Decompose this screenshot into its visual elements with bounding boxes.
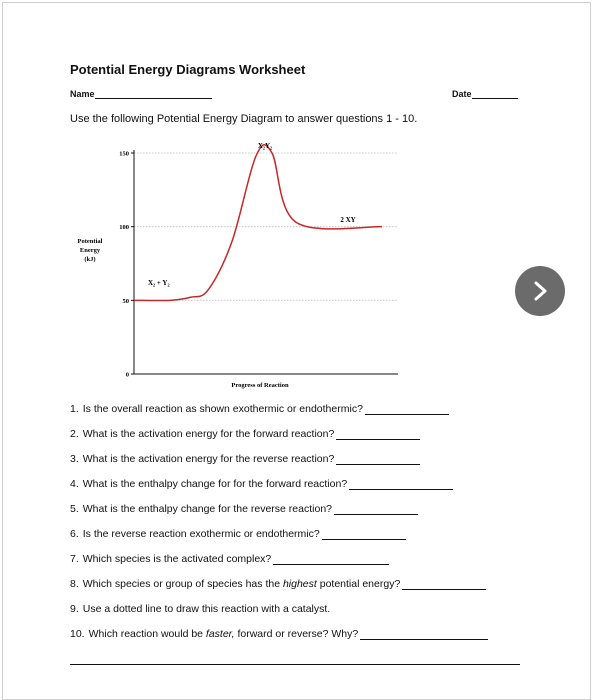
question-8: 8. Which species or group of species has …: [70, 578, 487, 590]
y-axis-label-line1: Potential: [78, 238, 103, 245]
question-5: 5. What is the enthalpy change for the re…: [70, 503, 418, 515]
question-text: Which species is the activated complex?: [82, 553, 272, 565]
next-page-button[interactable]: [515, 266, 565, 316]
answer-blank[interactable]: [349, 479, 454, 490]
question-text: Is the reverse reaction exothermic or en…: [82, 528, 320, 540]
y-tick-label: 0: [126, 372, 129, 379]
y-tick-label: 50: [123, 298, 130, 305]
answer-blank[interactable]: [336, 454, 421, 465]
question-number: 3.: [70, 453, 79, 465]
question-text: What is the enthalpy change for the reve…: [82, 503, 332, 515]
question-number: 6.: [70, 528, 79, 540]
question-3: 3. What is the activation energy for the …: [70, 453, 421, 465]
energy-curve: [133, 144, 383, 302]
question-7: 7. Which species is the activated complex…: [70, 553, 390, 565]
answer-blank[interactable]: [402, 579, 487, 590]
question-emphasis: highest: [282, 578, 317, 590]
y-tick-label: 100: [119, 224, 129, 231]
question-text: What is the activation energy for the fo…: [82, 428, 335, 440]
answer-blank[interactable]: [321, 529, 406, 540]
question-text: Is the overall reaction as shown exother…: [82, 403, 363, 415]
question-2: 2. What is the activation energy for the …: [70, 428, 421, 440]
y-axis-label-line3: (kJ): [84, 256, 95, 263]
question-9: 9. Use a dotted line to draw this reactio…: [70, 603, 330, 615]
question-text: Which species or group of species has th…: [82, 578, 283, 590]
question-number: 4.: [70, 478, 79, 490]
answer-line-extra[interactable]: [70, 664, 520, 665]
answer-blank[interactable]: [334, 504, 418, 515]
question-text-end: potential energy?: [316, 578, 401, 590]
question-4: 4. What is the enthalpy change for for th…: [70, 478, 454, 490]
y-tick-label: 150: [119, 151, 129, 158]
activated-complex-label: X₂Y₂: [258, 142, 272, 150]
question-number: 5.: [70, 503, 79, 515]
question-number: 1.: [70, 403, 79, 415]
question-text-end: forward or reverse? Why?: [234, 628, 359, 640]
date-field[interactable]: Date: [452, 89, 518, 99]
name-blank[interactable]: [94, 89, 212, 99]
question-number: 8.: [70, 578, 79, 590]
reactants-label: X₂ + Y₂: [148, 279, 170, 287]
chevron-right-icon: [534, 281, 547, 301]
products-label: 2 XY: [340, 216, 355, 224]
worksheet-title: Potential Energy Diagrams Worksheet: [70, 62, 306, 77]
question-text: What is the activation energy for the re…: [82, 453, 335, 465]
date-label: Date: [452, 89, 472, 99]
name-field[interactable]: Name: [70, 89, 212, 99]
question-number: 9.: [70, 603, 79, 615]
question-number: 7.: [70, 553, 79, 565]
question-number: 2.: [70, 428, 79, 440]
question-text: Which reaction would be: [88, 628, 206, 640]
answer-blank[interactable]: [336, 429, 421, 440]
name-label: Name: [70, 89, 95, 99]
gridlines: [134, 152, 398, 301]
question-6: 6. Is the reverse reaction exothermic or …: [70, 528, 406, 540]
question-10: 10. Which reaction would be faster, forwa…: [70, 628, 489, 640]
question-text: Use a dotted line to draw this reaction …: [82, 603, 331, 615]
question-text: What is the enthalpy change for for the …: [82, 478, 348, 490]
question-emphasis: faster,: [205, 628, 235, 640]
answer-blank[interactable]: [364, 404, 449, 415]
date-blank[interactable]: [471, 89, 518, 99]
y-ticks: 0 50 100 150: [119, 151, 134, 379]
answer-blank[interactable]: [273, 554, 390, 565]
potential-energy-diagram: 0 50 100 150 Potential Energy (kJ) Progress…: [78, 142, 398, 389]
instructions: Use the following Potential Energy Diagr…: [70, 113, 418, 125]
question-1: 1. Is the overall reaction as shown exoth…: [70, 403, 449, 415]
x-axis-label: Progress of Reaction: [231, 382, 289, 389]
y-axis-label-line2: Energy: [80, 247, 101, 254]
answer-blank[interactable]: [360, 629, 489, 640]
question-number: 10.: [70, 628, 85, 640]
